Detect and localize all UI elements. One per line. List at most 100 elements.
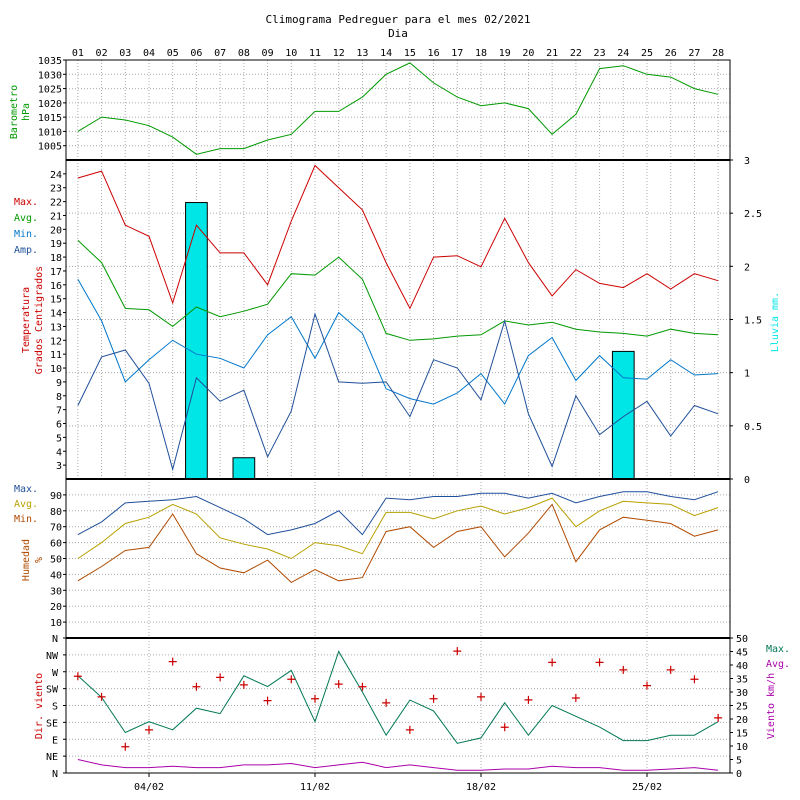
day-label: 23 — [594, 48, 606, 59]
wind-direction-marker — [453, 647, 462, 656]
temperature-avg-line — [77, 240, 719, 341]
rain-bar — [232, 457, 256, 480]
wind-speed-tick-label: 20 — [736, 715, 748, 726]
temperature-tick-label: 12 — [50, 336, 62, 347]
temperature-tick-label: 14 — [50, 309, 62, 320]
day-label: 10 — [285, 48, 297, 59]
day-tick-labels: 01 02 03 04 05 06 07 08 09 10 11 12 13 14 15 16 17 18 19 20… — [72, 48, 724, 59]
wind-direction-marker — [216, 673, 225, 682]
rain-axis-label: Lluvia mm. — [770, 292, 781, 352]
wind-direction-marker — [382, 698, 391, 707]
temperature-tick-label: 8 — [56, 392, 62, 403]
wind-direction-tick-label: NW — [46, 651, 59, 662]
temperature-tick-label: 5 — [56, 433, 62, 444]
day-label: 22 — [570, 48, 582, 59]
wind-direction-ylabel: Dir. viento — [34, 673, 45, 739]
wind-speed-tick-label: 5 — [736, 756, 742, 767]
day-label: 08 — [238, 48, 250, 59]
chart-subtitle: Dia — [388, 27, 408, 40]
wind-direction-marker — [571, 694, 580, 702]
day-label: 11 — [309, 48, 321, 59]
temperature-tick-label: 22 — [50, 198, 62, 209]
wind-speed-tick-label: 50 — [736, 634, 748, 645]
barometer-panel: 1005 1010 1015 1020 1025 1030 1035 Barometro hPa — [9, 56, 719, 155]
rain-tick-label: 3 — [744, 156, 750, 167]
rain-tick-label: 1 — [744, 369, 750, 380]
wind-speed-tick-label: 0 — [736, 769, 742, 780]
wind-direction-marker — [334, 680, 343, 689]
temperature-tick-label: 23 — [50, 184, 62, 195]
temperature-min-line — [77, 279, 719, 406]
wind-direction-marker — [714, 713, 723, 722]
day-label: 12 — [333, 48, 345, 59]
temperature-tick-label: 9 — [56, 378, 62, 389]
day-label: 15 — [404, 48, 416, 59]
wind-direction-marker — [500, 723, 509, 732]
humidity-tick-label: 50 — [50, 555, 62, 566]
wind-direction-marker — [477, 692, 485, 701]
wind-direction-marker — [145, 725, 153, 734]
wind-direction-marker — [405, 725, 414, 734]
wind-direction-tick-label: S — [52, 702, 58, 713]
wind-direction-axis-label: Dir. viento — [34, 673, 45, 739]
temperature-tick-label: 16 — [50, 281, 62, 292]
day-label: 01 — [72, 48, 84, 59]
wind-direction-marker — [121, 742, 130, 751]
temperature-legend-entry: Max. — [14, 197, 38, 208]
day-label: 28 — [712, 48, 724, 59]
day-label: 19 — [499, 48, 511, 59]
day-label: 26 — [665, 48, 677, 59]
rain-tick-label: 1.5 — [744, 316, 762, 327]
rain-tick-label: 2.5 — [744, 209, 762, 220]
humidity-tick-label: 40 — [50, 570, 62, 581]
temperature-panel: 345678910111213141516171819202122232400.… — [14, 156, 781, 486]
wind-direction-marker — [595, 658, 604, 667]
wind-legend-entry: Avg. — [766, 659, 790, 670]
rain-tick-label: 0 — [744, 475, 750, 486]
barometer-tick-label: 1025 — [38, 85, 62, 96]
day-label: 04 — [143, 48, 155, 59]
wind-speed-axis-label: Viento km/h — [766, 673, 777, 739]
week-label: 25/02 — [632, 782, 662, 793]
day-label: 09 — [262, 48, 274, 59]
barometer-axis-label: Barometro hPa — [9, 85, 32, 139]
day-label: 21 — [546, 48, 558, 59]
week-label: 11/02 — [300, 782, 330, 793]
day-label: 20 — [522, 48, 534, 59]
humidity-panel: 10 20 30 40 50 60 70 80 90 Max. Avg. Min. Humedad% — [14, 484, 719, 629]
wind-direction-tick-label: SE — [46, 718, 58, 729]
humidity-tick-label: 70 — [50, 523, 62, 534]
day-label: 07 — [214, 48, 226, 59]
day-label: 05 — [167, 48, 179, 59]
day-label: 17 — [451, 48, 463, 59]
humidity-avg-line — [77, 497, 719, 560]
barometer-line — [77, 62, 719, 155]
wind-direction-marker — [548, 658, 557, 667]
day-label: 24 — [617, 48, 629, 59]
day-label: 02 — [96, 48, 108, 59]
wind-direction-marker — [192, 682, 201, 691]
rain-bar — [185, 202, 208, 480]
temperature-tick-label: 6 — [56, 420, 62, 431]
wind-speed-tick-label: 35 — [736, 675, 748, 686]
day-label: 13 — [356, 48, 368, 59]
temperature-tick-label: 7 — [56, 406, 62, 417]
wind-direction-marker — [358, 682, 367, 691]
wind-direction-marker — [666, 665, 675, 674]
humidity-legend-entry: Min. — [14, 514, 38, 525]
humidity-axis-label: Humedad% — [21, 539, 45, 581]
temperature-tick-label: 18 — [50, 253, 62, 264]
wind-direction-tick-label: E — [52, 735, 58, 746]
temperature-tick-label: 21 — [50, 211, 62, 222]
rain-ylabel: Lluvia mm. — [770, 292, 781, 352]
rain-tick-label: 0.5 — [744, 422, 762, 433]
wind-panel: N NE E SE S SW W NW N 0 5 10 15 20 25 30 35 40 45 50 Max. Avg… — [34, 634, 790, 780]
wind-direction-tick-label: W — [52, 668, 59, 679]
wind-direction-marker — [311, 694, 319, 703]
humidity-min-line — [77, 503, 719, 584]
wind-speed-tick-label: 30 — [736, 688, 748, 699]
wind-direction-tick-label: SW — [46, 685, 59, 696]
wind-direction-marker — [97, 692, 106, 701]
humidity-ylabel-unit: % — [34, 557, 45, 563]
